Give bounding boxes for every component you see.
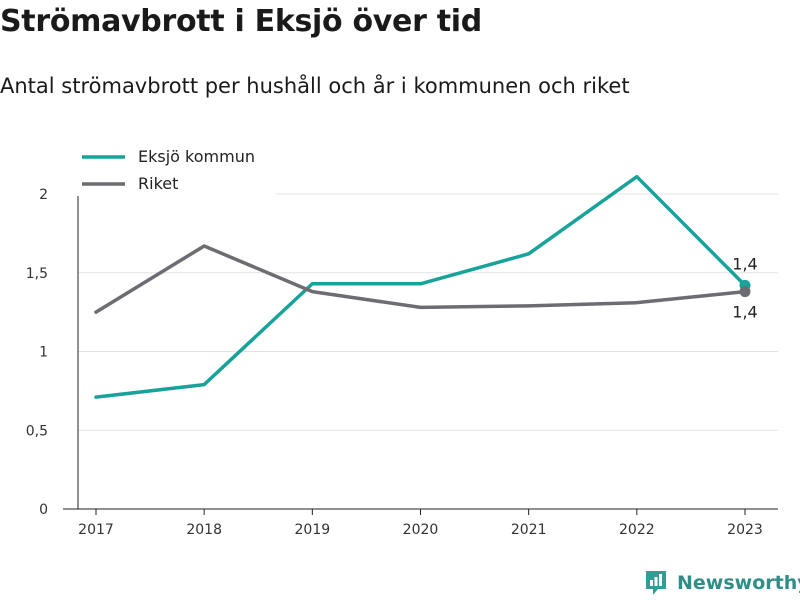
x-tick-label: 2020 xyxy=(403,522,439,538)
chart-subtitle: Antal strömavbrott per hushåll och år i … xyxy=(0,74,630,98)
end-label: 1,4 xyxy=(732,254,757,273)
legend-label: Riket xyxy=(138,174,178,193)
end-label: 1,4 xyxy=(732,303,757,322)
x-tick-label: 2018 xyxy=(186,522,222,538)
legend-label: Eksjö kommun xyxy=(138,147,255,166)
y-tick-label: 1,5 xyxy=(26,266,48,282)
series-line-1 xyxy=(94,244,747,314)
chart-title: Strömavbrott i Eksjö över tid xyxy=(0,4,482,39)
newsworthy-logo-icon xyxy=(646,571,666,595)
series-line-0 xyxy=(94,174,747,399)
brand-name: Newsworthy xyxy=(677,572,800,594)
x-tick-label: 2019 xyxy=(295,522,331,538)
y-tick-label: 0,5 xyxy=(26,423,48,439)
x-tick-label: 2023 xyxy=(727,522,763,538)
y-tick-label: 0 xyxy=(39,502,48,518)
x-tick-label: 2017 xyxy=(78,522,114,538)
y-tick-label: 1 xyxy=(39,345,48,361)
end-marker xyxy=(739,286,751,298)
x-tick-label: 2021 xyxy=(511,522,547,538)
x-tick-label: 2022 xyxy=(619,522,655,538)
y-tick-label: 2 xyxy=(39,187,48,203)
brand: Newsworthy xyxy=(644,569,800,597)
legend-background xyxy=(76,140,276,196)
